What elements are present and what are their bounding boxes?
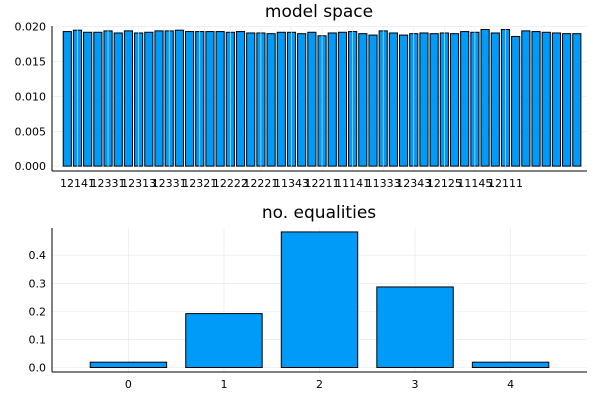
x-tick-label: 12111 (488, 177, 523, 190)
x-tick-label: 11333 (366, 177, 401, 190)
bar (185, 313, 263, 369)
chart-title-model-space: model space (265, 2, 373, 22)
bar (113, 32, 123, 167)
bar (93, 31, 103, 167)
x-tick-label: 12211 (305, 177, 340, 190)
y-tick-label: 0.3 (29, 277, 47, 290)
bar (388, 32, 398, 167)
x-tick-label: 12313 (121, 177, 156, 190)
x-tick-label: 12331 (91, 177, 126, 190)
y-tick-label: 0.000 (15, 160, 47, 173)
bar (531, 31, 541, 167)
bar (562, 33, 572, 167)
x-tick-label: 12321 (182, 177, 217, 190)
bar (215, 31, 225, 167)
y-tick-label: 0.2 (29, 305, 47, 318)
bar (184, 31, 195, 167)
x-tick-label: 11343 (274, 177, 309, 190)
y-tick-label: 0.0 (29, 362, 47, 375)
no-equalities-panel: no. equalities 0.0 0.1 0.2 0.3 0.4 0 1 2 3 4 (29, 203, 587, 391)
bar (62, 31, 72, 167)
x-tick-label: 12125 (427, 177, 462, 190)
bar (521, 30, 531, 167)
y-tick-label: 0.020 (15, 21, 47, 34)
x-tick-label: 12331 (152, 177, 187, 190)
bar (398, 34, 409, 167)
bar (429, 33, 439, 167)
bar (327, 32, 337, 167)
y-tick-label: 0.1 (29, 333, 47, 346)
bar (368, 34, 378, 167)
bar (471, 361, 550, 369)
bar (174, 29, 184, 167)
x-tick-label: 12221 (243, 177, 278, 190)
bar (297, 33, 307, 167)
bar (490, 32, 500, 167)
bar (480, 28, 490, 167)
bar (551, 32, 562, 167)
x-tick-label: 11141 (335, 177, 370, 190)
chart-title-no-equalities: no. equalities (262, 203, 376, 223)
bar (144, 31, 154, 167)
x-tick-label: 1 (220, 378, 227, 391)
x-tick-label: 12222 (213, 177, 248, 190)
bar (376, 286, 454, 369)
bar (419, 32, 429, 167)
bar (235, 31, 246, 167)
bar (460, 31, 470, 167)
bar (83, 31, 93, 167)
y-tick-label: 0.4 (29, 249, 47, 262)
bar (307, 31, 317, 167)
bar (358, 33, 368, 167)
x-tick-label: 3 (412, 378, 419, 391)
x-tick-label: 4 (507, 378, 514, 391)
x-tick-label: 12343 (396, 177, 431, 190)
y-tick-label: 0.015 (15, 56, 47, 69)
bar (246, 32, 256, 167)
bar (276, 31, 286, 167)
bar (337, 31, 348, 167)
bar (449, 33, 460, 167)
bar (280, 231, 359, 369)
x-tick-label: 2 (316, 378, 323, 391)
bar (511, 35, 521, 167)
bar (89, 361, 168, 369)
bar (266, 33, 276, 167)
y-tick-label: 0.005 (15, 125, 47, 138)
model-space-panel: model space 0.000 0.005 0.010 0.015 0.020 121… (15, 2, 587, 190)
x-tick-label: 0 (125, 378, 132, 391)
bar (205, 31, 215, 167)
x-tick-label: 11145 (457, 177, 492, 190)
x-tick-label: 12141 (60, 177, 95, 190)
y-tick-label: 0.010 (15, 90, 47, 103)
bar (572, 33, 582, 167)
bar (541, 31, 551, 167)
bar (123, 30, 134, 167)
bar (154, 30, 164, 167)
